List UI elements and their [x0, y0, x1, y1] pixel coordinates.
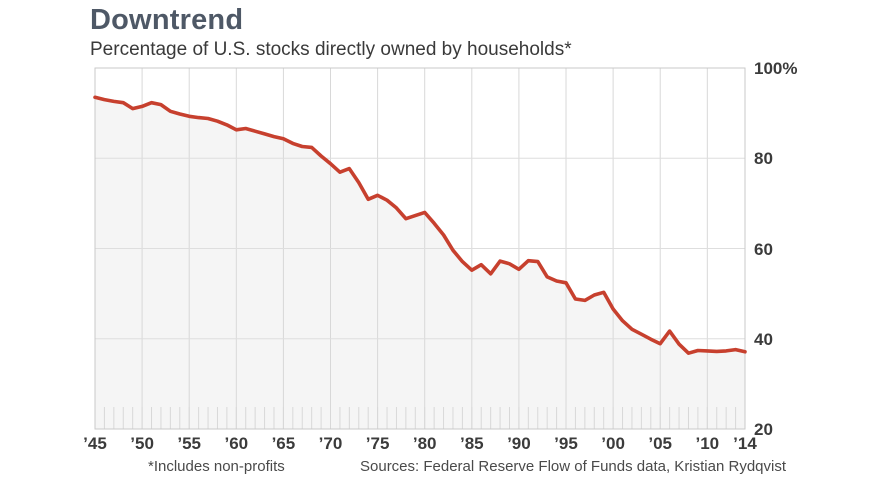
x-axis-label: ’00: [601, 434, 625, 453]
x-axis-label: ’85: [459, 434, 484, 453]
x-axis-label: ’95: [554, 434, 578, 453]
y-axis-label: 40: [754, 329, 773, 349]
x-axis-label: ’80: [412, 434, 437, 453]
y-axis-label: 60: [754, 239, 773, 259]
x-axis-label: ’60: [224, 434, 249, 453]
y-axis-label: 100%: [754, 59, 798, 78]
x-axis-label: ’75: [365, 434, 390, 453]
x-axis-label: ’55: [177, 434, 202, 453]
x-axis-label: ’10: [695, 434, 720, 453]
x-axis-label: ’90: [507, 434, 531, 453]
chart-subtitle: Percentage of U.S. stocks directly owned…: [90, 39, 572, 61]
x-axis-label: ’14: [733, 434, 757, 453]
x-axis-label: ’50: [130, 434, 154, 453]
chart-header: Downtrend Percentage of U.S. stocks dire…: [90, 4, 572, 61]
trend-line: [93, 95, 747, 356]
x-axis-label: ’45: [83, 434, 107, 453]
source-attribution: Sources: Federal Reserve Flow of Funds d…: [360, 458, 787, 475]
area-fill: [95, 97, 745, 430]
y-axis-label: 20: [754, 420, 773, 439]
x-axis-label: ’65: [271, 434, 296, 453]
footnote: *Includes non-profits: [148, 458, 285, 475]
plot-border: [94, 67, 746, 430]
x-axis-label: ’05: [648, 434, 673, 453]
x-axis-label: ’70: [318, 434, 343, 453]
y-axis-label: 80: [754, 149, 773, 169]
chart-title: Downtrend: [90, 4, 244, 36]
